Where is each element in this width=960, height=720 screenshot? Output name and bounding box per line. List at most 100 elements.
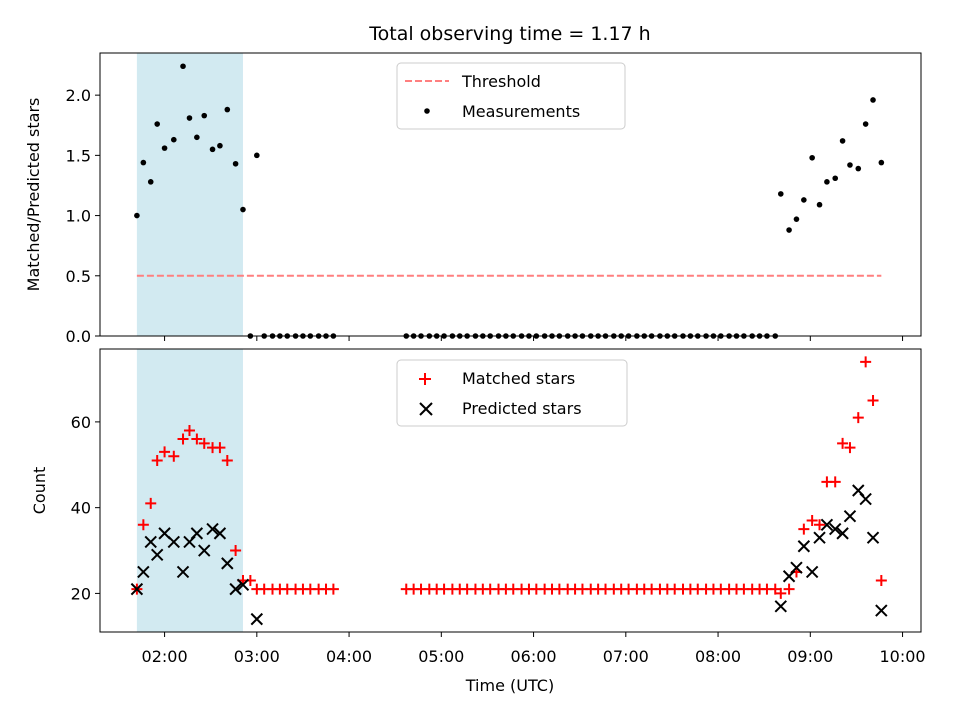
matched-star-point bbox=[177, 433, 189, 445]
x-tick-label: 08:00 bbox=[695, 647, 741, 666]
measurement-point bbox=[232, 160, 239, 167]
measurement-point bbox=[147, 179, 154, 185]
matched-star-point bbox=[860, 356, 872, 368]
measurement-point bbox=[870, 97, 876, 103]
x-tick-label: 09:00 bbox=[787, 647, 833, 666]
matched-star-point bbox=[783, 583, 795, 595]
measurement-point bbox=[201, 112, 208, 119]
predicted-star-point bbox=[859, 492, 872, 506]
bottom-legend: Matched stars Predicted stars bbox=[396, 359, 628, 427]
bottom-plot-frame bbox=[99, 348, 922, 633]
matched-star-point bbox=[837, 437, 849, 449]
matched-star-point bbox=[198, 437, 210, 449]
measurement-point bbox=[240, 206, 246, 213]
measurement-point bbox=[224, 106, 231, 113]
predicted-star-point bbox=[236, 578, 250, 592]
predicted-star-point bbox=[190, 527, 204, 540]
measurement-point bbox=[209, 146, 216, 153]
predicted-star-point bbox=[875, 604, 888, 617]
x-tick-label: 10:00 bbox=[879, 647, 925, 666]
y-tick-label: 1.5 bbox=[66, 146, 91, 165]
matched-star-point bbox=[814, 519, 826, 531]
matched-star-point bbox=[852, 412, 864, 424]
measurement-point bbox=[809, 154, 815, 161]
x-tick-label: 02:00 bbox=[142, 647, 188, 666]
y-tick-label: 2.0 bbox=[66, 86, 91, 105]
y-tick-label: 60 bbox=[71, 413, 91, 432]
predicted-star-point bbox=[843, 510, 857, 523]
x-tick-label: 04:00 bbox=[326, 647, 372, 666]
predicted-star-point bbox=[130, 582, 144, 596]
top-y-axis-label: Matched/Predicted stars bbox=[24, 98, 43, 292]
shaded-interval bbox=[136, 349, 243, 632]
measurement-point bbox=[786, 227, 792, 233]
measurement-point bbox=[824, 179, 830, 185]
shaded-interval bbox=[136, 53, 243, 336]
matched-star-point bbox=[829, 476, 841, 488]
predicted-star-point bbox=[805, 565, 819, 579]
matched-star-point bbox=[214, 442, 226, 454]
bottom-panel: 02:00 03:00 04:00 05:00 06:00 07:00 08:00 09:00… bbox=[30, 348, 926, 695]
matched-star-point bbox=[775, 587, 787, 599]
measurement-point bbox=[878, 159, 885, 166]
predicted-star-point bbox=[206, 522, 219, 536]
measurement-point bbox=[801, 197, 807, 203]
matched-star-point bbox=[327, 583, 339, 595]
y-tick-label: 20 bbox=[71, 584, 91, 603]
matched-star-point bbox=[137, 519, 149, 531]
measurement-point bbox=[816, 201, 823, 208]
matched-star-point bbox=[221, 454, 233, 466]
predicted-star-point bbox=[836, 527, 849, 540]
x-tick-label: 07:00 bbox=[603, 647, 649, 666]
matched-star-point bbox=[151, 454, 163, 466]
legend-predicted-label: Predicted stars bbox=[462, 399, 582, 418]
legend-matched-swatch bbox=[419, 373, 431, 385]
predicted-star-point bbox=[213, 527, 227, 540]
measurement-point bbox=[777, 191, 784, 197]
predicted-star-point bbox=[797, 540, 811, 553]
matched-star-point bbox=[867, 394, 879, 406]
matched-star-point bbox=[844, 442, 856, 454]
matched-star-point bbox=[159, 446, 171, 458]
legend-measurements-label: Measurements bbox=[462, 102, 580, 121]
predicted-star-point bbox=[221, 557, 234, 570]
matched-star-point bbox=[145, 497, 157, 509]
legend-threshold-label: Threshold bbox=[461, 72, 541, 91]
matched-star-point bbox=[875, 575, 887, 587]
measurement-point bbox=[161, 145, 168, 151]
measurement-point bbox=[793, 216, 800, 222]
measurement-point bbox=[839, 138, 846, 144]
predicted-star-point bbox=[813, 531, 826, 544]
measurement-point bbox=[847, 162, 853, 168]
predicted-star-point bbox=[198, 544, 211, 557]
legend-predicted-swatch bbox=[419, 402, 433, 416]
matched-star-point bbox=[769, 583, 781, 595]
y-tick-label: 0.5 bbox=[66, 267, 91, 286]
measurement-point bbox=[855, 165, 862, 172]
matched-star-point bbox=[230, 545, 242, 557]
predicted-star-point bbox=[176, 565, 190, 579]
predicted-star-point bbox=[250, 612, 264, 626]
predicted-star-point bbox=[820, 518, 834, 532]
predicted-star-point bbox=[150, 548, 164, 562]
matched-star-point bbox=[191, 433, 203, 445]
top-legend: Threshold Measurements bbox=[396, 62, 626, 130]
bottom-y-axis-label: Count bbox=[30, 467, 49, 515]
measurement-point bbox=[254, 152, 260, 159]
x-axis-label: Time (UTC) bbox=[465, 676, 554, 695]
measurement-point bbox=[170, 136, 177, 143]
matched-star-point bbox=[183, 424, 195, 436]
predicted-star-point bbox=[137, 565, 150, 579]
measurement-point bbox=[186, 115, 193, 121]
y-tick-label: 40 bbox=[71, 499, 91, 518]
x-tick-label: 06:00 bbox=[511, 647, 557, 666]
predicted-star-point bbox=[866, 531, 880, 544]
measurement-point bbox=[217, 142, 223, 149]
matched-star-point bbox=[798, 523, 810, 535]
top-plot-frame bbox=[99, 52, 922, 337]
measurement-point bbox=[140, 159, 147, 166]
top-panel: 0.0 0.5 1.0 1.5 2.0 Total observing time = 1… bbox=[24, 23, 922, 346]
chart-title: Total observing time = 1.17 h bbox=[368, 23, 650, 45]
measurement-point bbox=[832, 175, 839, 182]
